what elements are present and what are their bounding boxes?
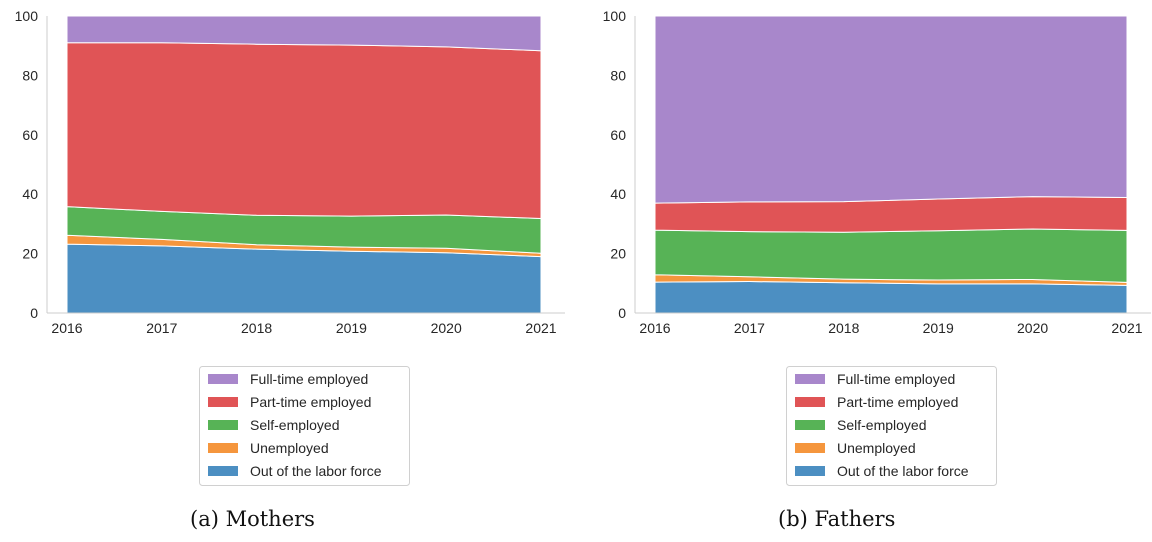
legend-frame: [786, 366, 997, 486]
y-tick-label: 20: [22, 246, 38, 262]
x-tick-label: 2020: [431, 320, 462, 336]
legend-label-out-of-the-labor-force: Out of the labor force: [250, 463, 382, 479]
y-tick-label: 80: [610, 67, 626, 83]
legend-swatch-unemployed: [208, 443, 238, 453]
x-tick-label: 2017: [734, 320, 765, 336]
x-tick-label: 2020: [1017, 320, 1048, 336]
caption-mothers: (a) Mothers: [190, 507, 315, 531]
x-tick-label: 2019: [923, 320, 954, 336]
x-tick-label: 2019: [336, 320, 367, 336]
y-tick-label: 40: [22, 186, 38, 202]
legend-frame: [199, 366, 410, 486]
y-tick-label: 40: [610, 186, 626, 202]
legend-label-self-employed: Self-employed: [250, 417, 340, 433]
area-self-employed: [654, 228, 1128, 283]
legend-swatch-unemployed: [795, 443, 825, 453]
y-tick-label: 80: [22, 67, 38, 83]
x-tick-label: 2021: [525, 320, 556, 336]
x-tick-label: 2017: [146, 320, 177, 336]
x-tick-label: 2016: [51, 320, 82, 336]
chart-b-fathers: 0 20 40 60 80 100 2016 2017 2018 2019 2020 2021 Full…: [603, 8, 1151, 486]
chart-a-mothers: 0 20 40 60 80 100 2016 2017 2018 2019 2020 2021 Full…: [15, 8, 565, 486]
area-out-of-the-labor-force: [654, 281, 1128, 314]
area-part-time-employed: [66, 42, 542, 220]
x-tick-label: 2021: [1111, 320, 1142, 336]
legend-label-full-time-employed: Full-time employed: [250, 371, 368, 387]
legend-swatch-out-of-the-labor-force: [795, 466, 825, 476]
legend: Full-time employed Part-time employed Self…: [199, 366, 410, 486]
legend-label-self-employed: Self-employed: [837, 417, 927, 433]
legend-swatch-full-time-employed: [795, 374, 825, 384]
x-tick-label: 2018: [241, 320, 272, 336]
y-tick-label: 0: [618, 305, 626, 321]
legend-label-unemployed: Unemployed: [837, 440, 916, 456]
legend-label-unemployed: Unemployed: [250, 440, 329, 456]
y-tick-label: 60: [22, 127, 38, 143]
legend: Full-time employed Part-time employed Self…: [786, 366, 997, 486]
legend-swatch-part-time-employed: [795, 397, 825, 407]
x-tick-label: 2018: [828, 320, 859, 336]
legend-label-full-time-employed: Full-time employed: [837, 371, 955, 387]
y-tick-label: 100: [15, 8, 39, 24]
y-tick-label: 20: [610, 246, 626, 262]
x-tick-label: 2016: [639, 320, 670, 336]
area-out-of-the-labor-force: [66, 243, 542, 314]
legend-label-out-of-the-labor-force: Out of the labor force: [837, 463, 969, 479]
area-full-time-employed: [66, 15, 542, 52]
area-full-time-employed: [654, 15, 1128, 204]
y-tick-label: 100: [603, 8, 627, 24]
legend-label-part-time-employed: Part-time employed: [837, 394, 958, 410]
legend-label-part-time-employed: Part-time employed: [250, 394, 371, 410]
caption-fathers: (b) Fathers: [778, 507, 896, 531]
legend-swatch-self-employed: [795, 420, 825, 430]
legend-swatch-part-time-employed: [208, 397, 238, 407]
legend-swatch-out-of-the-labor-force: [208, 466, 238, 476]
y-tick-label: 60: [610, 127, 626, 143]
legend-swatch-self-employed: [208, 420, 238, 430]
y-tick-label: 0: [30, 305, 38, 321]
legend-swatch-full-time-employed: [208, 374, 238, 384]
